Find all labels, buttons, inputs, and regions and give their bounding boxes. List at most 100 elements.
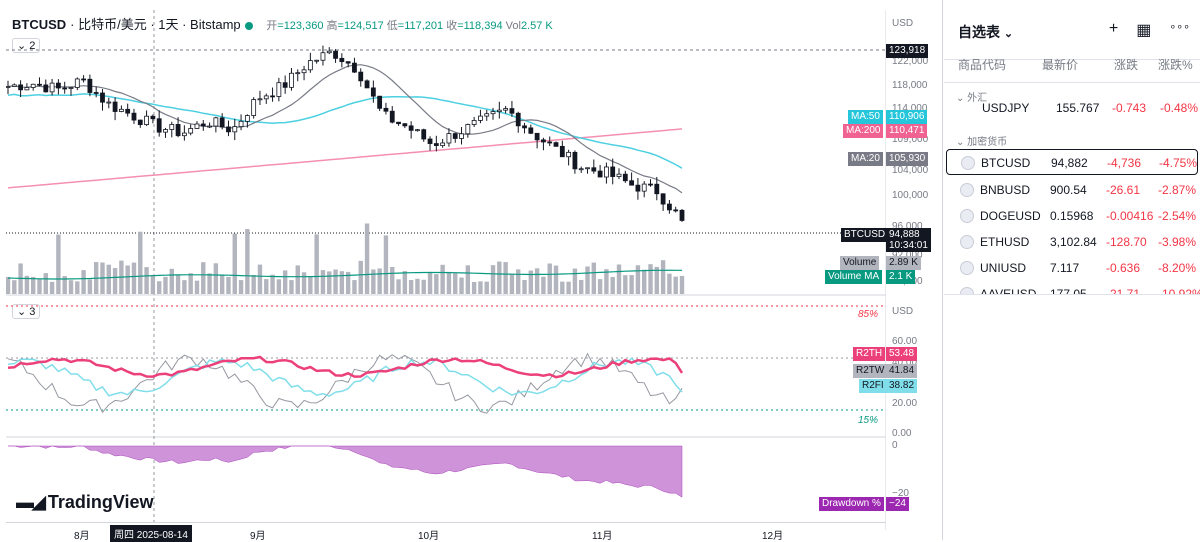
candle-body — [68, 87, 74, 89]
candle-body — [585, 167, 590, 170]
col-change[interactable]: 涨跌 — [1114, 58, 1139, 72]
watchlist-row-bnbusd[interactable]: BNBUSD 900.54 -26.61 -2.87% — [946, 177, 1198, 203]
candle-body — [673, 209, 679, 212]
x-tick: 10月 — [418, 531, 440, 542]
x-tick: 8月 — [74, 531, 90, 542]
candlesticks — [6, 45, 685, 222]
candle-body — [207, 125, 212, 128]
group-forex[interactable]: ⌄ 外汇 — [956, 93, 988, 104]
volume-bar — [125, 265, 130, 294]
volume-bar — [24, 275, 30, 294]
watchlist-row-ethusd[interactable]: ETHUSD 3,102.84 -128.70 -3.98% — [946, 229, 1198, 255]
volume-bar — [371, 269, 376, 294]
candle-body — [62, 87, 68, 90]
candle-body — [125, 108, 131, 114]
candle-body — [440, 142, 446, 146]
volume-bar — [459, 277, 464, 294]
price-chart-svg[interactable] — [6, 10, 886, 530]
candle-body — [81, 78, 86, 81]
candle-body — [484, 113, 490, 117]
volume-bar — [345, 271, 351, 294]
volume-bar — [597, 279, 603, 294]
bar-countdown: 10:34:01 — [889, 240, 928, 251]
row-symbol: DOGEUSD — [980, 209, 1041, 223]
volume-bar — [238, 280, 244, 294]
candle-body — [370, 87, 376, 97]
watchlist-row-dogeusd[interactable]: DOGEUSD 0.15968 -0.00416 -2.54% — [946, 203, 1198, 229]
price-scale-currency[interactable]: USD — [892, 18, 914, 29]
candle-body — [100, 92, 105, 103]
chart-panel[interactable]: BTCUSD · 比特币/美元 · 1天 · Bitstamp 开=123,360… — [0, 0, 943, 542]
row-price: 900.54 — [1050, 183, 1087, 197]
volume-bar — [320, 270, 326, 294]
group-crypto[interactable]: ⌄ 加密货币 — [956, 137, 1008, 148]
symbol-name[interactable]: BTCUSD — [12, 17, 67, 32]
volume-bar — [541, 276, 546, 294]
pane2-collapse-button[interactable]: ⌄ 3 — [12, 304, 41, 319]
volume-bar — [610, 276, 615, 294]
volume-bar — [314, 234, 319, 294]
volume-bar — [289, 280, 294, 294]
layout-icon[interactable]: ▦ — [1136, 22, 1152, 39]
watchlist-row-btcusd[interactable]: BTCUSD 94,882 -4,736 -4.75% — [946, 149, 1198, 175]
tradingview-logo[interactable]: ▬◢ TradingView — [16, 492, 154, 513]
dd-tick: 0 — [892, 440, 898, 451]
candle-body — [181, 132, 187, 137]
col-last[interactable]: 最新价 — [1042, 58, 1079, 72]
volume-bar — [308, 276, 313, 294]
volume-bar — [402, 271, 408, 294]
candle-body — [156, 118, 162, 133]
volume-bar — [364, 223, 370, 294]
candle-body — [11, 84, 17, 87]
watchlist-row-partial[interactable]: USDJPY 155.767 -0.743 -0.48% — [982, 101, 1199, 115]
watchlist-title[interactable]: 自选表 ⌄ — [958, 24, 1014, 40]
volume-bar — [131, 262, 137, 294]
row-change-pct: -2.87% — [1158, 183, 1197, 197]
row-change: -4,736 — [1107, 156, 1142, 170]
candle-body — [660, 193, 666, 205]
candle-body — [358, 71, 364, 82]
col-change-pct[interactable]: 涨跌% — [1158, 58, 1193, 72]
volume-bar — [572, 268, 578, 294]
candle-body — [232, 126, 238, 133]
candle-body — [553, 142, 559, 147]
watchlist-body[interactable]: ⌄ 外汇 USDJPY 155.767 -0.743 -0.48% ⌄ 加密货币… — [944, 82, 1200, 294]
volume-bar — [6, 276, 11, 294]
r2th-tag-label: R2TH — [853, 347, 886, 361]
volume-bar — [327, 271, 332, 294]
candle-body — [238, 120, 244, 128]
add-symbol-icon[interactable]: + — [1108, 20, 1119, 37]
osc-scale-currency[interactable]: USD — [892, 306, 914, 317]
volume-bar — [642, 269, 647, 294]
candle-body — [175, 124, 181, 137]
candle-body — [74, 78, 80, 88]
pane1-collapse-button[interactable]: ⌄ 2 — [12, 38, 41, 53]
price-tick: 100,000 — [892, 190, 929, 201]
last-price-tag: 94,888 10:34:01 — [886, 228, 931, 252]
candle-body — [18, 84, 23, 91]
more-options-icon[interactable]: ∘∘∘ — [1169, 21, 1190, 33]
volume-bar — [333, 269, 338, 294]
volume-bar — [175, 274, 181, 294]
price-tick: 92,000 — [892, 250, 923, 261]
osc-tick: 20.00 — [892, 398, 918, 409]
volume-ma-tag-value: 2.1 K — [886, 270, 916, 284]
candle-body — [43, 84, 49, 93]
volume-bar — [106, 264, 111, 294]
watchlist-row-aaveusd[interactable]: AAVEUSD 177.05 -21.71 -10.92% — [946, 281, 1200, 294]
candle-body — [270, 95, 275, 98]
row-change: -21.71 — [1106, 287, 1141, 294]
col-symbol[interactable]: 商品代码 — [958, 58, 1007, 72]
watchlist-row-uniusd[interactable]: UNIUSD 7.117 -0.636 -8.20% — [946, 255, 1198, 281]
candle-body — [289, 72, 294, 88]
volume-tag-value: 2.89 K — [886, 256, 921, 270]
time-axis[interactable]: 8月 周四 2025-08-14 9月 10月 11月 12月 — [6, 522, 886, 542]
r2tw-line — [7, 352, 683, 414]
volume-bar — [245, 229, 250, 294]
volume-bar — [163, 276, 168, 294]
drawdown-tag-label: Drawdown % — [819, 497, 884, 511]
volume-bar — [144, 267, 149, 294]
osc-tick: 0.00 — [892, 428, 912, 439]
candle-body — [144, 115, 149, 126]
ma200-tag-label: MA:200 — [843, 124, 884, 138]
